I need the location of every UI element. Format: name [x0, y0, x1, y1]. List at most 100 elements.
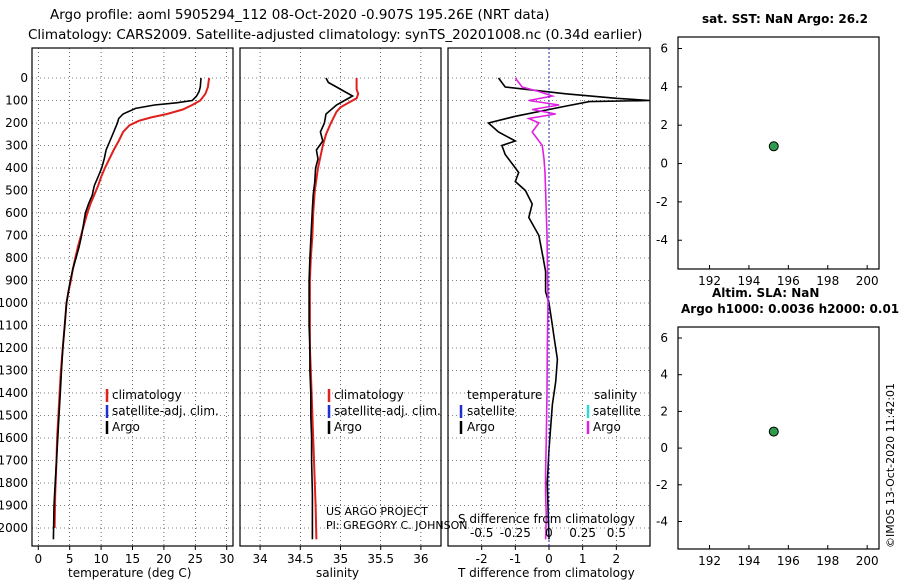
- legend-satellite-adj: satellite-adj. clim.: [112, 404, 219, 418]
- temperature-x-tick-label: 25: [188, 552, 203, 566]
- depth-tick-label: 1300: [0, 364, 28, 378]
- depth-tick-label: 1100: [0, 319, 28, 333]
- difference-top-tick-label: 0: [545, 526, 553, 540]
- sla_map-x-tick-label: 194: [737, 554, 760, 568]
- sla-map-title-line-2: Argo h1000: 0.0036 h2000: 0.012: [681, 302, 900, 316]
- depth-tick-label: 1800: [0, 476, 28, 490]
- legend-argo: Argo: [334, 420, 362, 434]
- depth-tick-label: 0: [20, 71, 28, 85]
- depth-tick-label: 900: [5, 274, 28, 288]
- depth-tick-label: 700: [5, 229, 28, 243]
- sla_map-float-position-marker: [768, 426, 779, 437]
- depth-tick-label: 1700: [0, 454, 28, 468]
- sst_map-x-tick-label: 196: [777, 274, 800, 288]
- difference-top-tick-label: 0.25: [569, 526, 596, 540]
- depth-tick-label: 200: [5, 116, 28, 130]
- sst_map-float-position-marker: [768, 141, 779, 152]
- salinity-xlabel: salinity: [316, 566, 359, 580]
- legend-temperature-title: temperature: [467, 388, 542, 402]
- sst-map-frame: [677, 36, 880, 270]
- depth-tick-label: 800: [5, 251, 28, 265]
- sst_map-y-tick-label: -4: [656, 233, 668, 247]
- salinity-x-tick-label: 35.5: [367, 552, 394, 566]
- temperature-legend: climatology satellite-adj. clim. Argo: [105, 388, 219, 434]
- difference-top-xlabel: S difference from climatology: [458, 512, 635, 526]
- differences-x-tick-label: 2: [613, 552, 621, 566]
- temperature-x-tick-label: 30: [219, 552, 234, 566]
- sla_map-y-tick-label: 4: [660, 368, 668, 382]
- title-line-2: Climatology: CARS2009. Satellite-adjuste…: [28, 27, 642, 43]
- temperature-x-tick-label: 20: [156, 552, 171, 566]
- depth-tick-label: 1500: [0, 409, 28, 423]
- differences-temperature-argo-line: [486, 77, 651, 540]
- differences-salinity-argo-line: [514, 77, 560, 540]
- sla_map-y-tick-label: 2: [660, 404, 668, 418]
- sst_map-x-tick-label: 200: [856, 274, 879, 288]
- sla_map-x-tick-label: 198: [816, 554, 839, 568]
- sst_map-y-tick-label: 6: [660, 42, 668, 56]
- difference-top-tick-label: -0.5: [470, 526, 493, 540]
- legend-climatology: climatology: [334, 388, 404, 402]
- legend-temp-argo: Argo: [467, 420, 495, 434]
- temperature-argo-line: [52, 77, 202, 540]
- sla_map-x-tick-label: 200: [856, 554, 879, 568]
- sst_map-x-tick-label: 198: [816, 274, 839, 288]
- sst_map-y-tick-label: 2: [660, 118, 668, 132]
- sla_map-x-tick-label: 196: [777, 554, 800, 568]
- legend-temp-satellite: satellite: [467, 404, 515, 418]
- temperature-climatology-line: [53, 77, 211, 529]
- salinity-x-tick-label: 34.5: [287, 552, 314, 566]
- sst_map-y-tick-label: 0: [660, 157, 668, 171]
- salinity-argo-line: [308, 77, 355, 540]
- pi-credit: PI: GREGORY C. JOHNSON: [326, 519, 467, 532]
- sla_map-y-tick-label: -4: [656, 514, 668, 528]
- salinity-climatology-line: [308, 78, 360, 540]
- depth-tick-label: 1000: [0, 296, 28, 310]
- temperature-x-tick-label: 15: [125, 552, 140, 566]
- sst_map-y-tick-label: -2: [656, 195, 668, 209]
- differences-x-tick-label: 1: [579, 552, 587, 566]
- sla_map-y-tick-label: -2: [656, 478, 668, 492]
- profile-lines: [52, 48, 779, 546]
- depth-tick-label: 1900: [0, 499, 28, 513]
- depth-tick-label: 2000: [0, 521, 28, 535]
- depth-tick-label: 600: [5, 206, 28, 220]
- sst-map-title: sat. SST: NaN Argo: 26.2: [702, 12, 868, 26]
- salinity-x-tick-label: 35: [333, 552, 348, 566]
- title-line-1: Argo profile: aoml 5905294_112 08-Oct-20…: [50, 7, 550, 23]
- axis-ticks: 0 5 10 15 20 25 30 34 34.5 35 35.5 36 -2 -1 0 1 2-0.5 -0.…: [34, 42, 878, 568]
- difference-legend: temperature salinity satellite Argo sate…: [459, 388, 641, 434]
- temperature-xlabel: temperature (deg C): [68, 566, 191, 580]
- temperature-x-tick-label: 0: [34, 552, 42, 566]
- legend-argo: Argo: [112, 420, 140, 434]
- legend-salinity-title: salinity: [594, 388, 637, 402]
- sst_map-x-tick-label: 192: [698, 274, 721, 288]
- difference-xlabel: T difference from climatology: [457, 566, 635, 580]
- legend-sal-argo: Argo: [593, 420, 621, 434]
- salinity-legend: climatology satellite-adj. clim. Argo: [327, 388, 441, 434]
- legend-sal-satellite: satellite: [593, 404, 641, 418]
- legend-satellite-adj: satellite-adj. clim.: [334, 404, 441, 418]
- sla-map-title-line-1: Altim. SLA: NaN: [712, 286, 819, 300]
- dotted-grid: [32, 48, 650, 546]
- depth-axis: 0 100 200 300 400 500 600 700 800 900 1000 1100 1200…: [0, 71, 28, 535]
- sst_map-x-tick-label: 194: [737, 274, 760, 288]
- sla-map-frame: [677, 326, 880, 550]
- depth-tick-label: 1200: [0, 341, 28, 355]
- depth-tick-label: 500: [5, 184, 28, 198]
- sla_map-x-tick-label: 192: [698, 554, 721, 568]
- imos-timestamp: ©IMOS 13-Oct-2020 11:42:01: [884, 383, 897, 548]
- depth-tick-label: 1400: [0, 386, 28, 400]
- project-credit: US ARGO PROJECT: [326, 505, 428, 518]
- temperature-x-tick-label: 10: [93, 552, 108, 566]
- sla_map-y-tick-label: 6: [660, 331, 668, 345]
- depth-tick-label: 400: [5, 161, 28, 175]
- differences-x-tick-label: 0: [545, 552, 553, 566]
- salinity-x-tick-label: 34: [252, 552, 267, 566]
- differences-x-tick-label: -2: [476, 552, 488, 566]
- legend-climatology: climatology: [112, 388, 182, 402]
- depth-tick-label: 1600: [0, 431, 28, 445]
- depth-tick-label: 100: [5, 94, 28, 108]
- differences-x-tick-label: -1: [509, 552, 521, 566]
